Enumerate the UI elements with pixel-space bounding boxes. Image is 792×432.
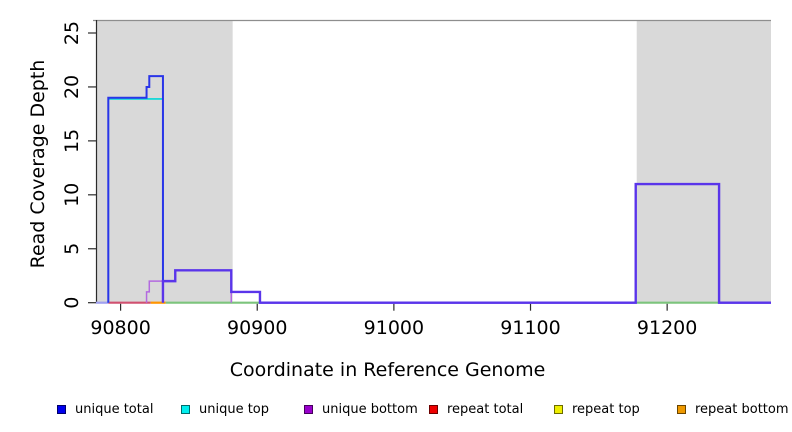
x-tick-label: 91200 (637, 317, 697, 339)
x-tick-label: 90800 (90, 317, 150, 339)
legend-label: repeat bottom (695, 401, 789, 417)
y-tick-label: 5 (61, 243, 83, 255)
y-tick-label: 15 (61, 129, 83, 153)
legend-label: unique bottom (322, 401, 418, 417)
legend-item-unique-total: unique total (57, 399, 153, 419)
y-tick-label: 25 (61, 21, 83, 45)
legend-swatch-unique-top (181, 404, 190, 414)
x-axis-title: Coordinate in Reference Genome (229, 359, 546, 381)
legend-label: unique total (75, 401, 154, 417)
legend-label: repeat total (447, 401, 524, 417)
legend-item-repeat-bottom: repeat bottom (677, 399, 789, 419)
legend-item-repeat-total: repeat total (429, 399, 523, 419)
x-tick-label: 91100 (500, 317, 560, 339)
series-unique-total-peak (107, 75, 164, 303)
y-tick-label: 0 (61, 297, 83, 309)
legend-swatch-repeat-bottom (677, 404, 686, 414)
legend-item-repeat-top: repeat top (554, 399, 640, 419)
x-tick-label: 90900 (227, 317, 287, 339)
legend-label: repeat top (572, 401, 640, 417)
masked-region (97, 21, 233, 303)
legend-swatch-repeat-total (429, 404, 438, 414)
legend-swatch-unique-bottom (304, 404, 313, 414)
series-unique-total-overlap (161, 182, 771, 304)
legend-swatch-repeat-top (554, 404, 563, 414)
legend-item-unique-bottom: unique bottom (304, 399, 418, 419)
y-tick-label: 10 (61, 183, 83, 207)
masked-region (636, 21, 771, 303)
legend-label: unique top (199, 401, 270, 417)
chart-legend: unique total unique top unique bottom repea… (0, 399, 792, 423)
legend-swatch-unique-total (57, 404, 66, 414)
y-tick-label: 20 (61, 75, 83, 99)
x-tick-label: 91000 (364, 317, 424, 339)
legend-item-unique-top: unique top (181, 399, 269, 419)
y-axis-title: Read Coverage Depth (27, 59, 49, 269)
